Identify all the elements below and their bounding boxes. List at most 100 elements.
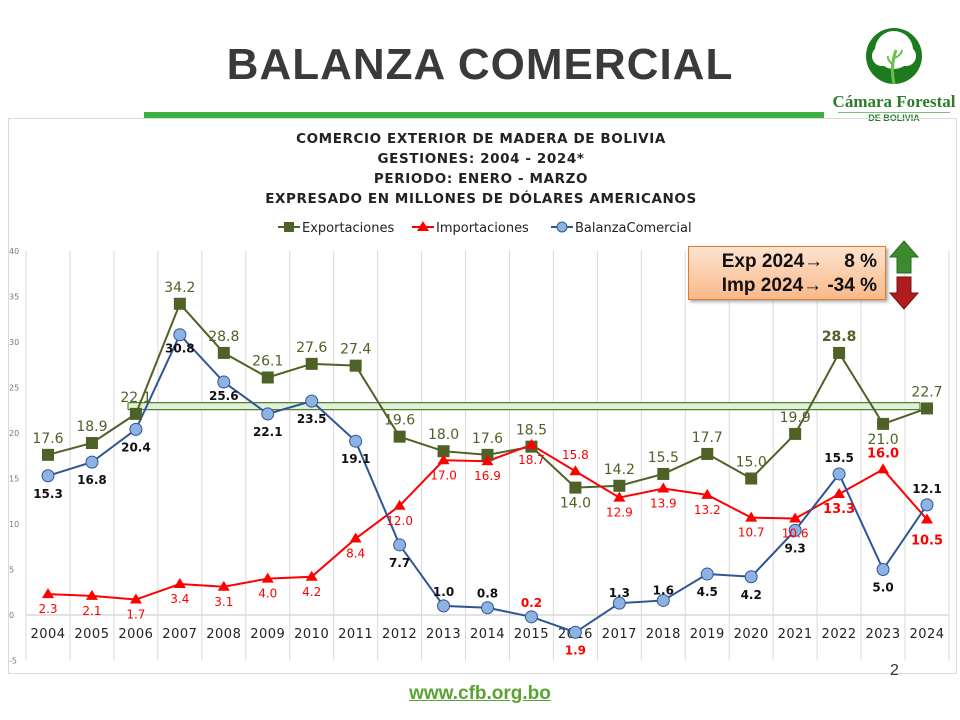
- balance-point: [612, 596, 626, 610]
- data-label: 10.6: [782, 527, 809, 541]
- data-label: 21.0: [867, 432, 898, 448]
- legend-circle-icon: [556, 221, 568, 233]
- import-point: [129, 593, 142, 604]
- data-label: 16.9: [474, 469, 501, 483]
- export-point: [569, 481, 582, 494]
- y-tick-label: 15: [9, 475, 19, 484]
- data-label: 27.4: [340, 342, 371, 358]
- data-label: 17.6: [472, 431, 503, 447]
- import-point: [745, 511, 758, 522]
- data-label: 23.5: [297, 412, 327, 426]
- x-tick-label: 2015: [514, 627, 549, 642]
- balance-point: [832, 467, 846, 481]
- data-label: 28.8: [822, 329, 857, 345]
- x-tick-label: 2006: [118, 627, 153, 642]
- legend-label: BalanzaComercial: [575, 221, 692, 236]
- data-label: 1.9: [565, 643, 586, 657]
- x-tick-label: 2009: [250, 627, 285, 642]
- export-point: [393, 430, 406, 443]
- data-label: 18.5: [516, 423, 547, 439]
- y-tick-label: 40: [9, 247, 19, 256]
- chart-title-1: COMERCIO EXTERIOR DE MADERA DE BOLIVIA: [296, 131, 666, 147]
- data-label: 19.1: [341, 452, 371, 466]
- import-point: [569, 465, 582, 476]
- data-label: 15.5: [824, 451, 854, 465]
- x-tick-label: 2013: [426, 627, 461, 642]
- data-label: 17.6: [32, 431, 63, 447]
- data-label: 4.2: [741, 588, 762, 602]
- data-label: 4.0: [258, 587, 277, 601]
- data-label: 9.3: [785, 541, 806, 555]
- balance-point: [524, 610, 538, 624]
- x-tick-label: 2024: [909, 627, 944, 642]
- x-tick-label: 2020: [734, 627, 769, 642]
- y-tick-label: 25: [9, 384, 19, 393]
- balance-point: [217, 375, 231, 389]
- import-point: [217, 580, 230, 591]
- arrow-up-icon: [888, 240, 920, 274]
- export-point: [789, 427, 802, 440]
- y-tick-label: -5: [9, 657, 17, 666]
- data-label: 14.2: [604, 462, 635, 478]
- data-label: 15.3: [33, 487, 63, 501]
- import-point: [349, 532, 362, 543]
- x-tick-label: 2021: [778, 627, 813, 642]
- export-point: [613, 479, 626, 492]
- page-number: 2: [890, 662, 899, 679]
- balance-point: [788, 523, 802, 537]
- balance-point: [700, 567, 714, 581]
- data-label: 18.0: [428, 427, 459, 443]
- chart-title-3: PERIODO: ENERO - MARZO: [374, 171, 588, 187]
- balance-point: [393, 538, 407, 552]
- y-tick-label: 35: [9, 293, 19, 302]
- data-label: 2.3: [38, 602, 57, 616]
- data-label: 19.6: [384, 413, 415, 429]
- x-tick-label: 2017: [602, 627, 637, 642]
- data-label: 20.4: [121, 440, 151, 454]
- data-label: 1.7: [126, 608, 145, 622]
- data-label: 10.5: [911, 533, 943, 548]
- data-label: 4.2: [302, 585, 321, 599]
- export-point: [833, 346, 846, 359]
- data-label: 16.0: [867, 446, 899, 461]
- data-label: 13.9: [650, 497, 677, 511]
- balance-point: [568, 625, 582, 639]
- y-tick-label: 10: [9, 520, 19, 529]
- import-point: [789, 512, 802, 523]
- data-label: 3.4: [170, 592, 189, 606]
- y-tick-label: 5: [9, 566, 14, 575]
- import-point: [833, 487, 846, 498]
- average-group: [127, 402, 921, 411]
- legend-label: Exportaciones: [302, 221, 394, 236]
- y-tick-label: 20: [9, 429, 19, 438]
- export-point: [173, 297, 186, 310]
- data-labels: 17.6 18.9 22.1 34.2 28.8 26.1 27.6 27.4 19.6 18.0…: [32, 280, 943, 658]
- data-label: 30.8: [165, 342, 195, 356]
- chart-title-4: EXPRESADO EN MILLONES DE DÓLARES AMERICA…: [265, 189, 697, 207]
- data-label: 26.1: [252, 353, 283, 369]
- export-point: [129, 407, 142, 420]
- export-point: [85, 437, 98, 450]
- export-point: [261, 371, 274, 384]
- import-point: [305, 570, 318, 581]
- data-label: 1.0: [433, 585, 454, 599]
- data-label: 18.7: [518, 453, 545, 467]
- growth-callout: Exp 2024→ 8 % Imp 2024→ -34 %: [688, 246, 886, 300]
- chart-title-2: GESTIONES: 2004 - 2024*: [377, 151, 584, 167]
- data-label: 12.0: [386, 514, 413, 528]
- data-label: 17.7: [692, 430, 723, 446]
- chart-grid: -5 0 5 10 15 20 25 30 35 40 2004 2005 2006 2007 2008 20…: [9, 247, 950, 666]
- balance-point: [349, 434, 363, 448]
- import-point: [481, 455, 494, 466]
- data-label: 3.1: [214, 595, 233, 609]
- data-label: 14.0: [560, 496, 591, 512]
- balance-point: [305, 394, 319, 408]
- import-point: [42, 588, 54, 599]
- page-title-text: BALANZA COMERCIAL: [226, 40, 734, 89]
- logo-name: Cámara Forestal: [832, 92, 956, 111]
- import-point: [657, 482, 670, 493]
- x-tick-label: 2019: [690, 627, 725, 642]
- website-link[interactable]: www.cfb.org.bo: [409, 683, 551, 704]
- data-label: 2.1: [82, 604, 101, 618]
- legend-triangle-icon: [417, 221, 429, 231]
